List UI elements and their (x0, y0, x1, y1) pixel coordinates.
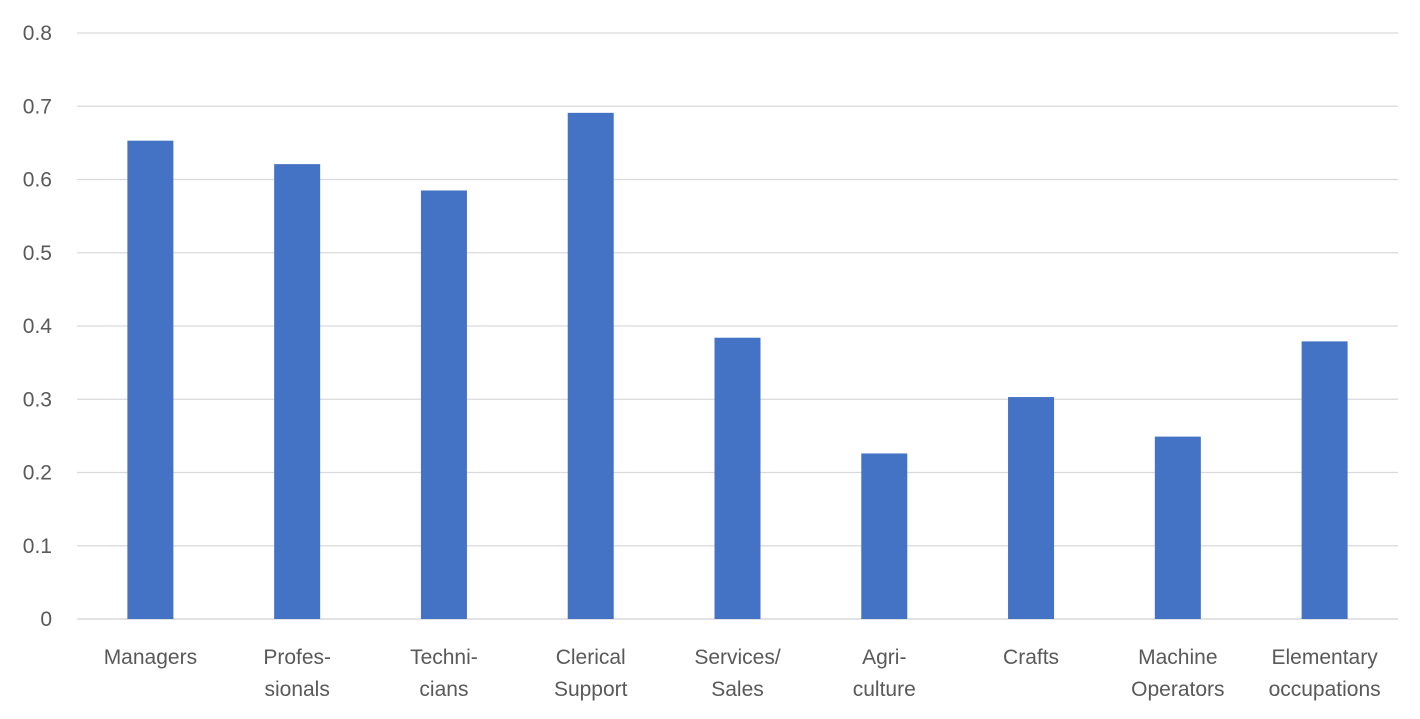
bar (420, 190, 467, 620)
bar (1008, 397, 1055, 619)
y-tick-label: 0.7 (23, 95, 52, 118)
y-tick-label: 0.1 (23, 535, 52, 558)
bar (127, 140, 174, 620)
x-tick-label: Techni-cians (410, 646, 478, 701)
y-tick-label: 0 (40, 608, 52, 631)
bar (274, 164, 321, 619)
x-tick-label: Machine Operators (1131, 646, 1224, 701)
bar (1154, 436, 1201, 619)
x-tick-label: Profes-sionals (263, 646, 331, 701)
y-tick-label: 0.3 (23, 388, 52, 411)
x-tick-label: Elementary occupations (1269, 646, 1381, 701)
y-tick-label: 0.4 (23, 315, 53, 338)
y-tick-label: 0.8 (23, 22, 52, 45)
y-tick-label: 0.5 (23, 242, 52, 265)
x-tick-label: Managers (104, 646, 197, 669)
y-tick-label: 0.2 (23, 462, 52, 485)
bar (861, 453, 908, 619)
bar (567, 112, 614, 619)
x-tick-label: Clerical Support (554, 646, 628, 701)
bar (1301, 341, 1348, 619)
x-tick-label: Crafts (1003, 646, 1059, 669)
bars (127, 112, 1348, 620)
x-tick-label: Agri-culture (853, 646, 916, 701)
x-axis-tick-labels: Managers Profes-sionals Techni-cians Cleric… (104, 646, 1381, 701)
x-tick-label: Services/Sales (694, 646, 781, 701)
bar (714, 337, 761, 619)
y-axis-tick-labels: 0 0.1 0.2 0.3 0.4 0.5 0.6 0.7 0.8 (23, 22, 53, 631)
y-tick-label: 0.6 (23, 169, 52, 192)
